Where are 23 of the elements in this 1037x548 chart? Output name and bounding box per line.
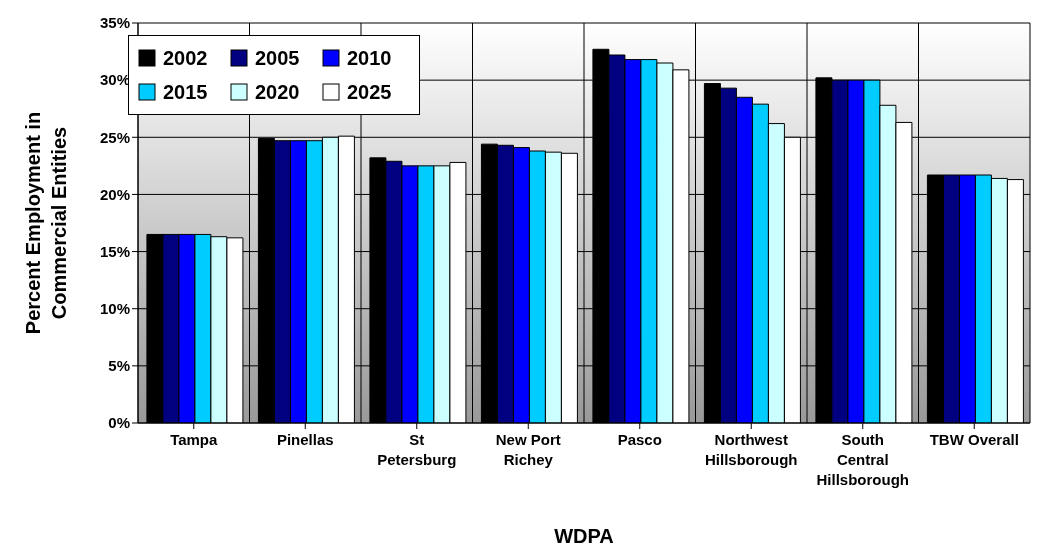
y-tick-label: 25% (99, 128, 130, 146)
y-tick-label: 15% (99, 242, 130, 260)
x-tick-label: Pasco (617, 431, 662, 448)
x-tick-label: New Port Richey (495, 431, 561, 468)
legend-label: 2015 (163, 81, 208, 103)
x-tick-label: Pinellas (276, 431, 334, 448)
legend-label: 2002 (163, 47, 208, 69)
legend-label: 2020 (255, 81, 300, 103)
legend-label: 2005 (255, 47, 300, 69)
y-tick-label: 35% (99, 14, 130, 32)
y-tick-label: 0% (108, 414, 130, 432)
x-tick-label: St Petersburg (377, 431, 457, 468)
y-tick-label: 10% (99, 300, 130, 318)
x-tick-label: Tampa (170, 431, 219, 448)
y-tick-label: 20% (99, 185, 130, 203)
x-tick-label: TBW Overall (929, 431, 1019, 448)
legend-label: 2025 (347, 81, 392, 103)
x-tick-label: Northwest Hillsborough (705, 431, 798, 468)
legend-label: 2010 (347, 47, 392, 69)
x-tick-label: South Central Hillsborough (816, 431, 909, 488)
x-axis-title: WDPA (554, 525, 614, 547)
y-axis-title: Percent Employment in Commercial Entities (22, 111, 70, 335)
y-tick-label: 5% (108, 357, 130, 375)
